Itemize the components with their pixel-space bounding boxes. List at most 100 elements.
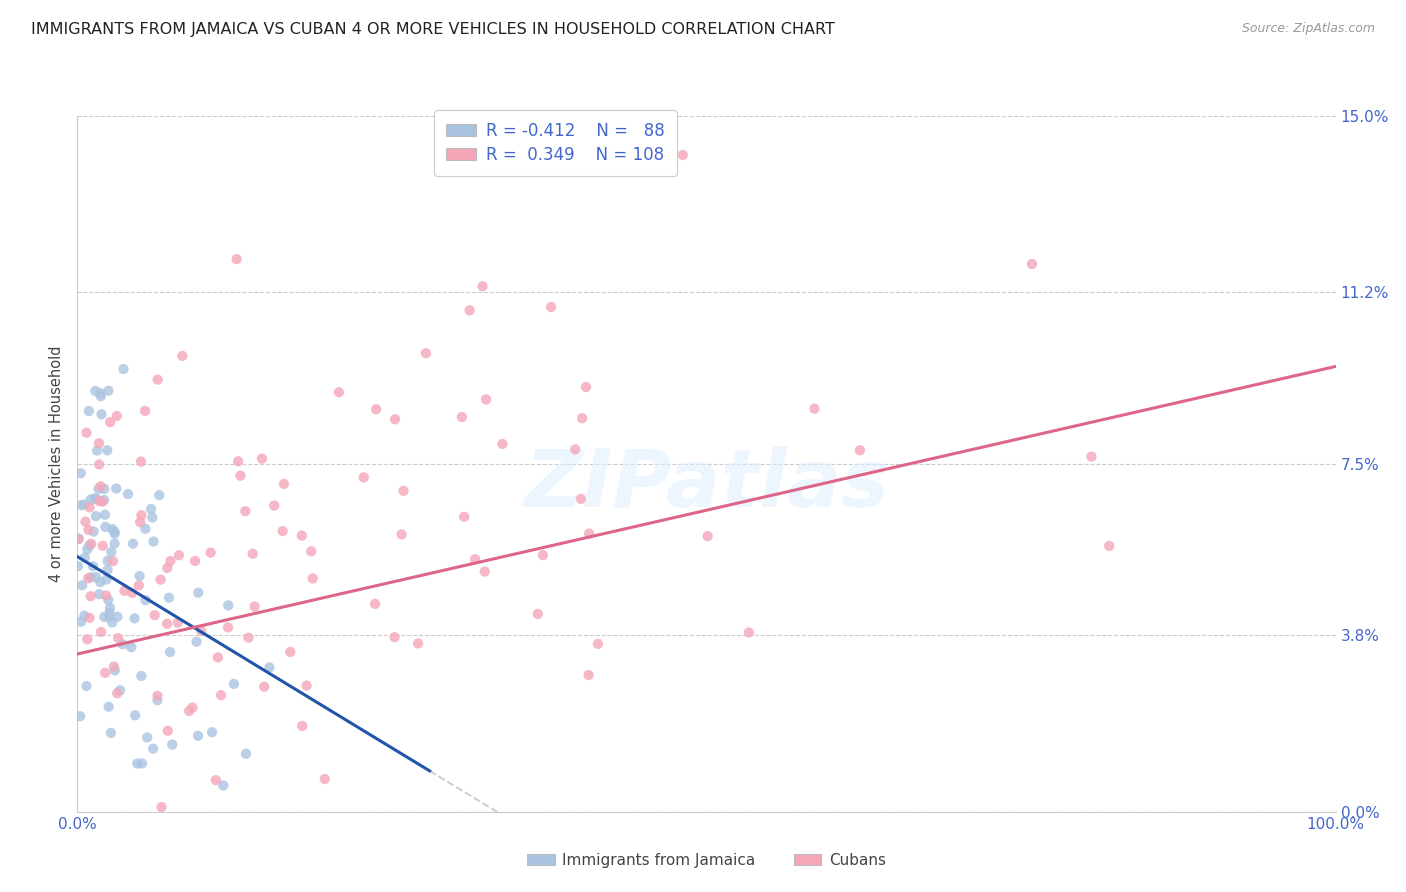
Point	[146, 373, 169, 387]
Point	[104, 526, 127, 541]
Point	[98, 601, 121, 615]
Point	[128, 569, 150, 583]
Point	[127, 756, 149, 771]
Point	[1098, 539, 1121, 553]
Point	[259, 660, 281, 674]
Point	[105, 482, 128, 496]
Point	[571, 411, 593, 425]
Point	[70, 615, 93, 629]
Point	[187, 585, 209, 599]
Point	[101, 522, 124, 536]
Point	[75, 515, 97, 529]
Point	[159, 554, 181, 568]
Point	[250, 451, 273, 466]
Point	[150, 800, 173, 814]
Point	[94, 520, 117, 534]
Point	[121, 586, 143, 600]
Point	[142, 741, 165, 756]
Point	[578, 668, 600, 682]
Point	[122, 536, 145, 550]
Point	[314, 772, 336, 786]
Point	[93, 482, 115, 496]
Point	[181, 700, 204, 714]
Point	[90, 624, 112, 639]
Point	[84, 384, 107, 398]
Point	[299, 544, 322, 558]
Point	[131, 756, 153, 771]
Point	[134, 522, 156, 536]
Point	[156, 561, 179, 575]
Point	[107, 631, 129, 645]
Point	[90, 408, 112, 422]
Point	[366, 402, 388, 417]
Point	[89, 458, 111, 472]
Point	[98, 606, 121, 620]
Point	[849, 443, 872, 458]
Point	[527, 607, 550, 621]
Point	[406, 636, 429, 650]
Point	[120, 640, 142, 655]
Point	[134, 593, 156, 607]
Point	[253, 680, 276, 694]
Point	[79, 500, 101, 515]
Point	[696, 529, 718, 543]
Point	[186, 634, 208, 648]
Point	[79, 589, 101, 603]
Point	[415, 346, 437, 360]
Point	[159, 645, 181, 659]
Point	[229, 468, 252, 483]
Point	[143, 608, 166, 623]
Point	[225, 252, 247, 266]
Point	[103, 524, 125, 539]
Point	[263, 499, 285, 513]
Point	[271, 524, 294, 538]
Text: Source: ZipAtlas.com: Source: ZipAtlas.com	[1241, 22, 1375, 36]
Point	[149, 573, 172, 587]
Point	[142, 534, 165, 549]
Point	[73, 550, 96, 565]
Point	[80, 492, 103, 507]
Point	[105, 609, 128, 624]
Point	[235, 747, 257, 761]
Point	[166, 615, 188, 630]
Point	[103, 536, 125, 550]
Point	[70, 578, 93, 592]
Point	[105, 409, 128, 423]
Point	[67, 532, 90, 546]
Point	[97, 384, 120, 398]
Point	[77, 404, 100, 418]
Point	[295, 679, 318, 693]
Point	[803, 401, 825, 416]
Point	[273, 476, 295, 491]
Point	[73, 608, 96, 623]
Point	[217, 620, 239, 634]
Point	[77, 523, 100, 537]
Point	[177, 704, 200, 718]
Point	[98, 610, 121, 624]
Point	[96, 443, 118, 458]
Point	[128, 578, 150, 592]
Point	[471, 279, 494, 293]
Point	[578, 526, 600, 541]
Point	[1021, 257, 1043, 271]
Point	[146, 693, 169, 707]
Point	[391, 527, 413, 541]
Point	[98, 415, 121, 429]
Point	[76, 632, 98, 647]
Point	[491, 437, 513, 451]
Point	[114, 583, 136, 598]
Point	[100, 726, 122, 740]
Point	[103, 659, 125, 673]
Point	[70, 498, 93, 512]
Point	[156, 723, 179, 738]
Point	[184, 554, 207, 568]
Point	[69, 709, 91, 723]
Point	[76, 542, 98, 557]
Point	[475, 392, 498, 407]
Point	[75, 679, 97, 693]
Point	[90, 386, 112, 401]
Point	[291, 528, 314, 542]
Point	[76, 425, 98, 440]
Point	[564, 442, 586, 457]
Point	[97, 554, 120, 568]
